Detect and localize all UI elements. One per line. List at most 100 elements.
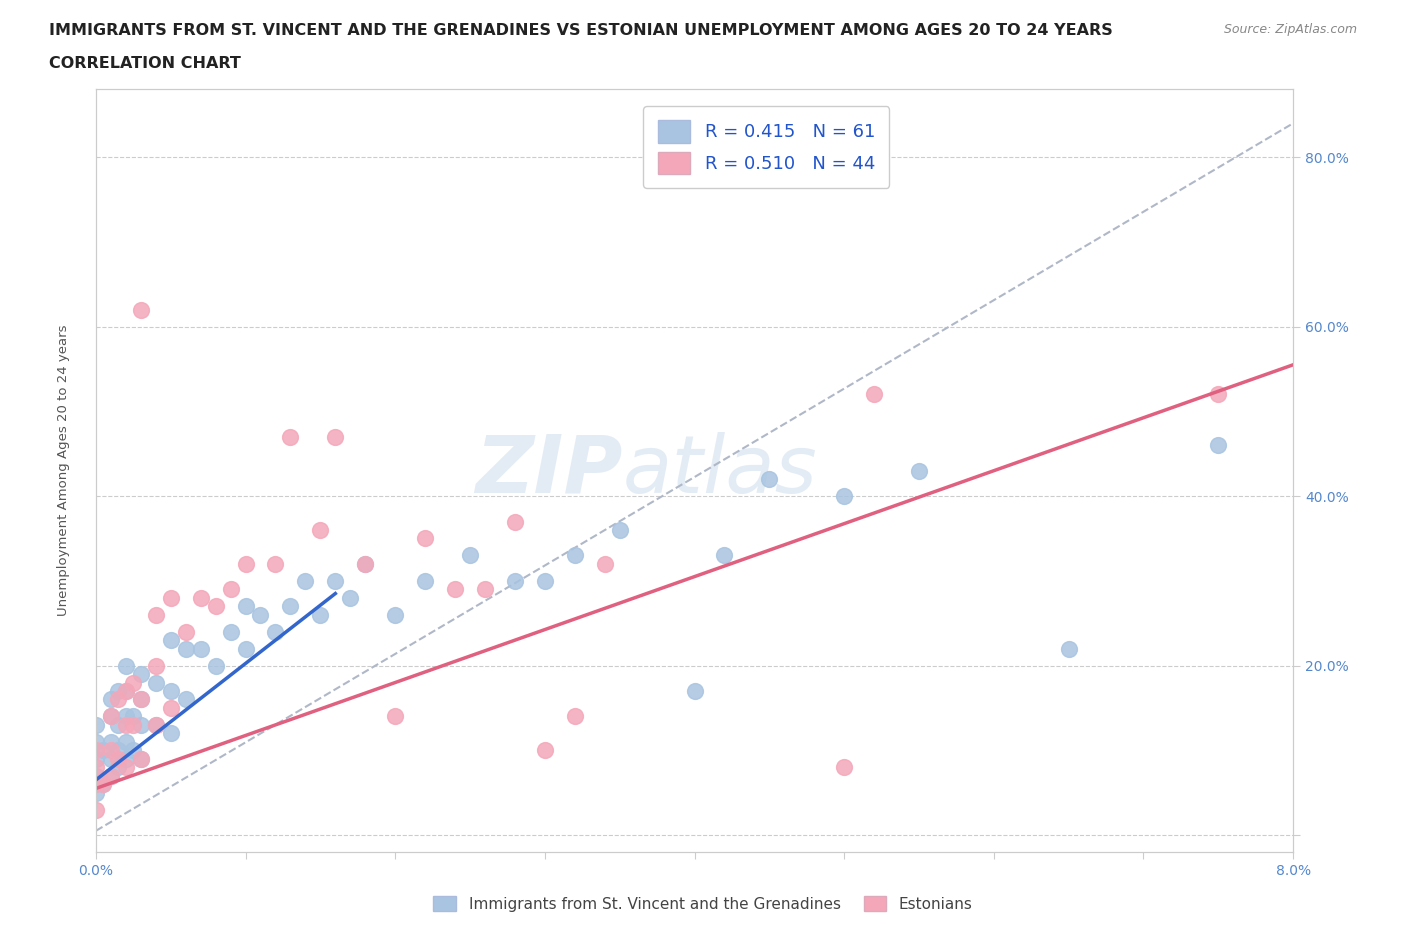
- Point: [114, 684, 136, 698]
- Point: [174, 624, 197, 639]
- Point: [100, 709, 122, 724]
- Point: [280, 430, 302, 445]
- Text: ZIP: ZIP: [475, 432, 623, 510]
- Point: [264, 624, 287, 639]
- Text: Source: ZipAtlas.com: Source: ZipAtlas.com: [1223, 23, 1357, 36]
- Point: [107, 743, 129, 758]
- Point: [219, 582, 242, 597]
- Point: [107, 760, 129, 775]
- Point: [908, 463, 931, 478]
- Point: [609, 523, 631, 538]
- Point: [122, 743, 145, 758]
- Legend: Immigrants from St. Vincent and the Grenadines, Estonians: Immigrants from St. Vincent and the Gren…: [427, 889, 979, 918]
- Point: [107, 751, 129, 766]
- Point: [534, 574, 557, 589]
- Point: [863, 387, 886, 402]
- Point: [107, 684, 129, 698]
- Point: [474, 582, 496, 597]
- Y-axis label: Unemployment Among Ages 20 to 24 years: Unemployment Among Ages 20 to 24 years: [58, 325, 70, 617]
- Point: [84, 768, 107, 783]
- Point: [107, 692, 129, 707]
- Point: [758, 472, 780, 486]
- Point: [159, 700, 181, 715]
- Point: [832, 488, 855, 503]
- Point: [114, 717, 136, 732]
- Point: [458, 548, 481, 563]
- Point: [114, 709, 136, 724]
- Point: [1208, 387, 1230, 402]
- Point: [323, 430, 346, 445]
- Point: [84, 777, 107, 791]
- Point: [534, 743, 557, 758]
- Point: [145, 675, 167, 690]
- Point: [564, 709, 586, 724]
- Point: [100, 751, 122, 766]
- Point: [280, 599, 302, 614]
- Point: [413, 531, 436, 546]
- Point: [129, 692, 152, 707]
- Legend: R = 0.415   N = 61, R = 0.510   N = 44: R = 0.415 N = 61, R = 0.510 N = 44: [643, 106, 890, 188]
- Point: [174, 692, 197, 707]
- Point: [129, 717, 152, 732]
- Text: atlas: atlas: [623, 432, 817, 510]
- Point: [190, 641, 212, 656]
- Point: [323, 574, 346, 589]
- Point: [159, 726, 181, 741]
- Point: [235, 641, 257, 656]
- Point: [249, 607, 271, 622]
- Point: [235, 599, 257, 614]
- Point: [593, 556, 616, 571]
- Point: [100, 743, 122, 758]
- Point: [114, 760, 136, 775]
- Point: [122, 717, 145, 732]
- Point: [145, 717, 167, 732]
- Point: [159, 632, 181, 647]
- Point: [413, 574, 436, 589]
- Point: [309, 523, 332, 538]
- Text: CORRELATION CHART: CORRELATION CHART: [49, 56, 240, 71]
- Point: [122, 675, 145, 690]
- Point: [93, 777, 115, 791]
- Point: [204, 599, 226, 614]
- Point: [129, 692, 152, 707]
- Point: [129, 751, 152, 766]
- Point: [309, 607, 332, 622]
- Point: [84, 743, 107, 758]
- Point: [159, 591, 181, 605]
- Point: [294, 574, 316, 589]
- Point: [122, 709, 145, 724]
- Point: [1208, 438, 1230, 453]
- Point: [384, 709, 406, 724]
- Point: [503, 514, 526, 529]
- Point: [354, 556, 377, 571]
- Point: [100, 692, 122, 707]
- Point: [235, 556, 257, 571]
- Point: [129, 302, 152, 317]
- Point: [713, 548, 735, 563]
- Point: [84, 760, 107, 775]
- Point: [100, 709, 122, 724]
- Point: [84, 735, 107, 750]
- Point: [114, 658, 136, 673]
- Point: [84, 751, 107, 766]
- Point: [354, 556, 377, 571]
- Point: [100, 735, 122, 750]
- Point: [264, 556, 287, 571]
- Point: [174, 641, 197, 656]
- Point: [384, 607, 406, 622]
- Point: [1057, 641, 1080, 656]
- Point: [339, 591, 361, 605]
- Point: [145, 607, 167, 622]
- Point: [107, 717, 129, 732]
- Point: [832, 760, 855, 775]
- Point: [145, 717, 167, 732]
- Point: [129, 751, 152, 766]
- Point: [204, 658, 226, 673]
- Point: [219, 624, 242, 639]
- Point: [129, 667, 152, 682]
- Point: [84, 803, 107, 817]
- Point: [503, 574, 526, 589]
- Point: [93, 743, 115, 758]
- Point: [100, 768, 122, 783]
- Point: [100, 768, 122, 783]
